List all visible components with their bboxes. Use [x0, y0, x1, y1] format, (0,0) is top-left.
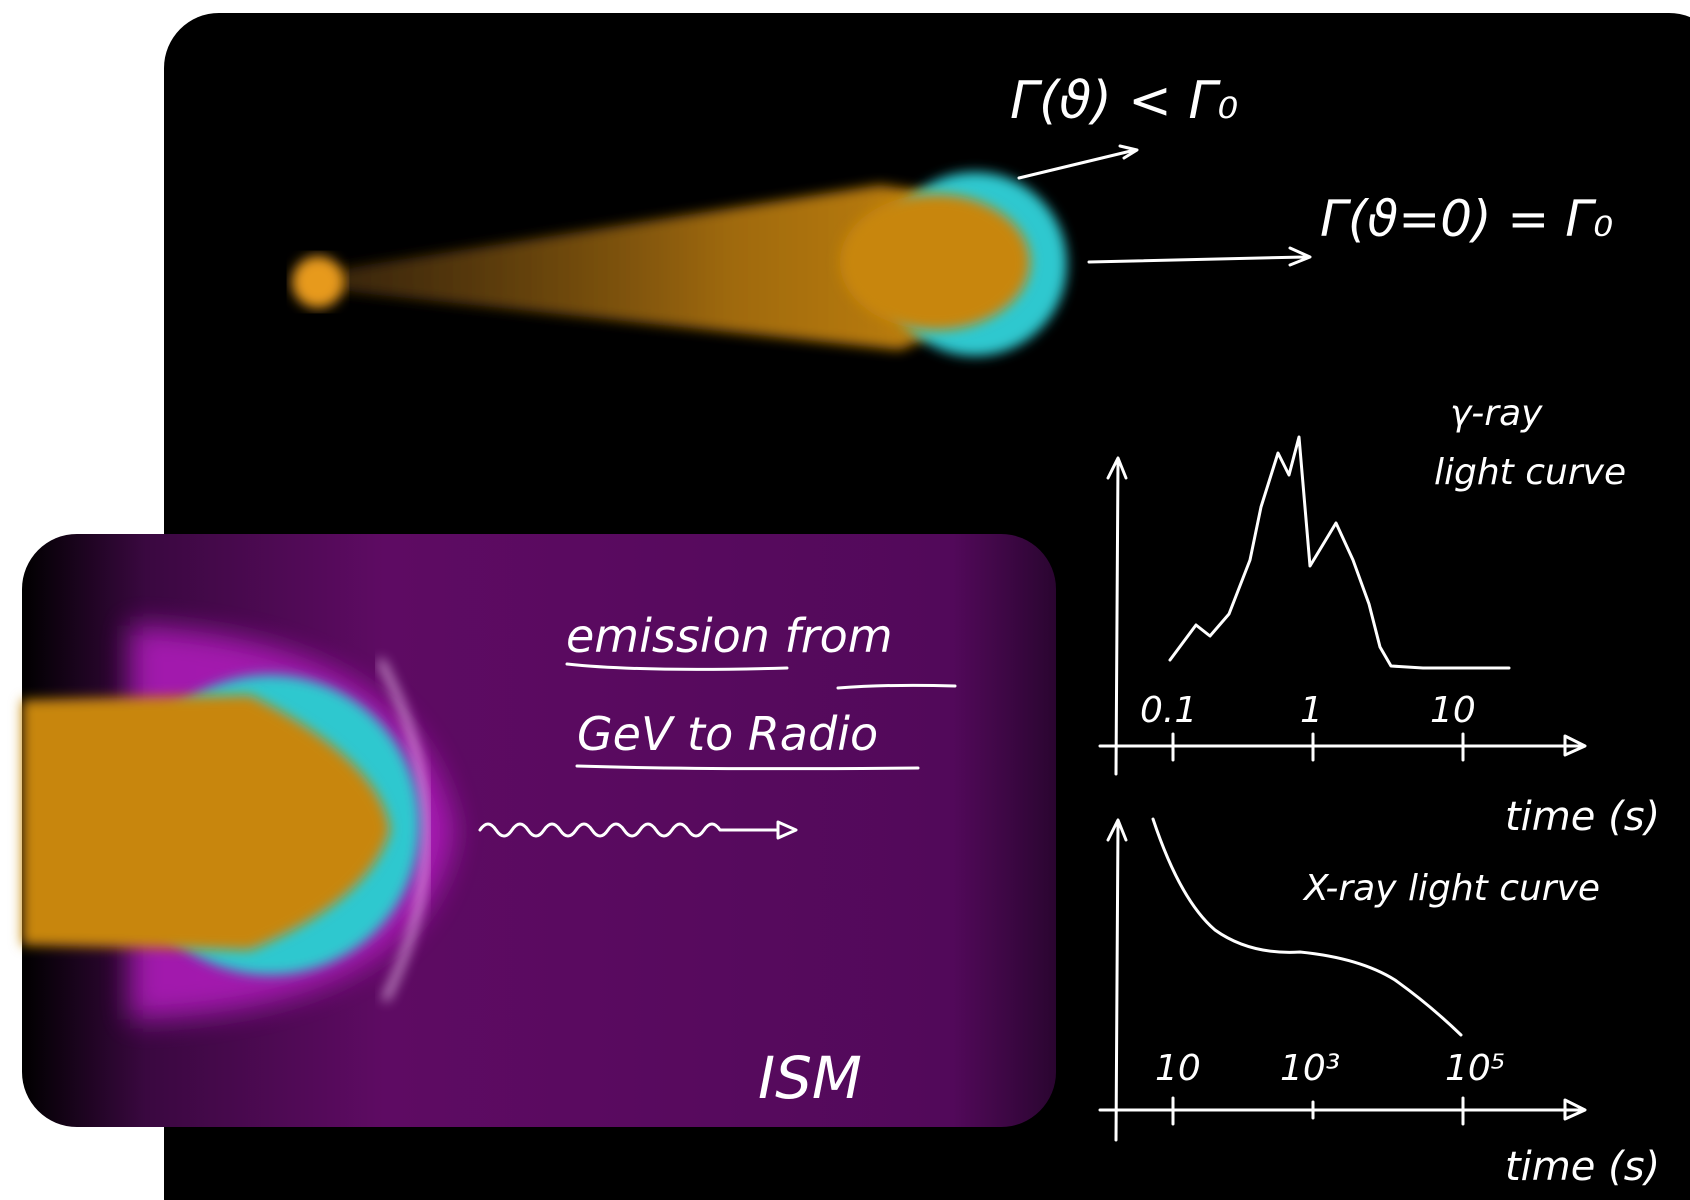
plot-title: light curve — [1434, 452, 1626, 493]
plot-title: X-ray light curve — [1302, 868, 1600, 909]
x-axis-label: time (s) — [1505, 794, 1660, 840]
caption: emission from — [566, 609, 893, 663]
label-on-axis: Γ(ϑ=0) = Γ₀ — [1320, 190, 1613, 248]
inset-panel: emission from GeV to Radio ISM — [22, 534, 1056, 1127]
tick-label: 10 — [1430, 690, 1476, 731]
x-axis-label: time (s) — [1505, 1144, 1660, 1190]
tick-label: 10 — [1155, 1048, 1201, 1089]
label-off-axis: Γ(ϑ) < Γ₀ — [1010, 71, 1238, 131]
illustration: Γ(ϑ) < Γ₀ Γ(ϑ=0) = Γ₀ γ-ray light curve … — [0, 0, 1690, 1200]
tick-label: 10³ — [1280, 1048, 1340, 1089]
tick-label: 0.1 — [1140, 690, 1197, 731]
caption: GeV to Radio — [577, 707, 878, 761]
page: Γ(ϑ) < Γ₀ Γ(ϑ=0) = Γ₀ γ-ray light curve … — [0, 0, 1690, 1200]
medium-label: ISM — [758, 1044, 862, 1112]
tick-label: 10⁵ — [1445, 1048, 1505, 1089]
tick-label: 1 — [1300, 690, 1323, 731]
plot-title: γ-ray — [1450, 393, 1543, 434]
